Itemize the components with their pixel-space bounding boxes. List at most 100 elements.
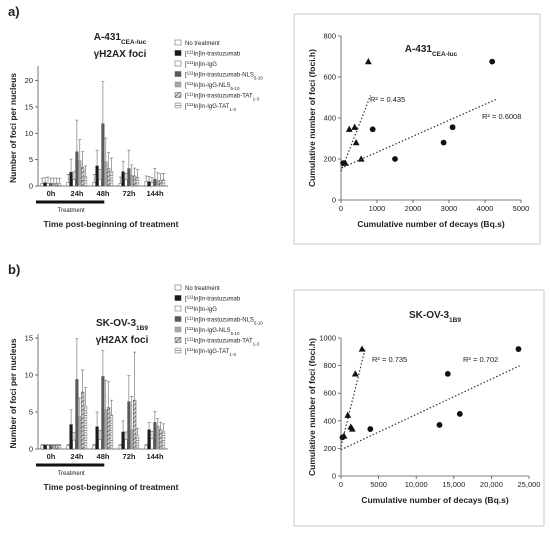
chart-a-bar-legend-prefix: [ (185, 83, 187, 89)
chart-b-bar-ytick-label: 5 (29, 408, 33, 417)
chart-a-scatter-xtick-label: 1000 (369, 204, 386, 213)
chart-a-bar-legend-item: [111In]In-trastuzumab-TAT1-3 (185, 91, 260, 101)
chart-b-scatter-triangle-trendline (340, 348, 366, 447)
chart-b-scatter-x-axis-label: Cumulative number of decays (Bq.s) (361, 495, 509, 505)
chart-a-bar-bar (153, 178, 157, 187)
chart-b-bar-bar (69, 424, 73, 450)
chart-b-scatter-ytick-label: 200 (323, 444, 336, 453)
chart-a-bar-bar (43, 182, 47, 187)
chart-a-bar-legend-prefix: [ (185, 52, 187, 58)
chart-a-bar-bar (101, 123, 105, 187)
chart-b-bar-ytick-label: 15 (25, 334, 33, 343)
chart-a-scatter-triangle-trendline (340, 95, 372, 172)
chart-a-scatter-triangle-point (357, 155, 365, 162)
chart-b-bar-legend-sub: 1-3 (229, 352, 236, 357)
chart-a-bar-bar (135, 177, 140, 187)
chart-b-bar-bar (130, 429, 134, 450)
chart-b-scatter-triangle-point (358, 345, 366, 352)
chart-b-scatter-r2-triangle: R² = 0.735 (372, 355, 407, 364)
chart-a-scatter-triangle-point (352, 139, 360, 146)
chart-b-bar-legend-swatch (174, 295, 182, 301)
chart-b-scatter-xtick-label: 20,000 (480, 480, 503, 489)
chart-a-bar-bar (124, 179, 128, 187)
chart-a-bar-legend-swatch (174, 71, 182, 77)
chart-a-scatter-triangle-point (345, 125, 353, 132)
chart-a-scatter-y-axis-label: Cumulative number of foci (foci.h) (307, 49, 317, 187)
chart-b-bar-bar (135, 435, 140, 450)
chart-a-scatter-frame (293, 13, 541, 245)
chart-a-bar-category-label: 144h (146, 189, 164, 198)
chart-a-bar-legend-item: [111In]In-IgG (185, 60, 217, 69)
chart-b-scatter-circle-point (515, 346, 522, 352)
chart-b-bar-bar (66, 445, 70, 450)
chart-b-scatter-triangle-point (344, 411, 352, 418)
chart-a-bar-legend-name: In]In-trastuzumab-NLS (194, 73, 254, 79)
chart-a-bar-legend-sub: 5-10 (254, 75, 264, 80)
chart-a-scatter-xtick-label: 3000 (441, 204, 458, 213)
chart-a-bar-bar (57, 183, 62, 187)
chart-a-scatter-circle-point (449, 124, 456, 131)
chart-a-bar-bar (104, 161, 108, 187)
chart-a-scatter-r2-circle: R² = 0.6008 (482, 112, 521, 121)
chart-b-bar-bar (147, 429, 151, 450)
chart-a-bar-legend-sub: 1-3 (253, 96, 260, 101)
chart-b-bar-bar (159, 429, 163, 450)
chart-a-bar-legend-item: [111In]In-trastuzumab (185, 49, 241, 58)
chart-a-scatter-circle-point (489, 58, 496, 65)
chart-b-scatter-xtick-label: 5000 (370, 480, 387, 489)
chart-b-bar-legend-name: In]In-trastuzumab (194, 297, 241, 303)
chart-b-bar-legend-item: [111In]In-IgG (185, 305, 217, 314)
chart-a-bar-bar (133, 175, 137, 187)
chart-a-bar-legend-swatch (174, 39, 182, 46)
chart-b-bar-legend-sup: 111 (187, 305, 194, 310)
chart-a-bar-legend-sup: 111 (187, 81, 194, 86)
chart-a-bar-bar (130, 175, 134, 187)
chart-b-bar-bar (109, 414, 114, 450)
chart-a-scatter-ytick-label: 600 (323, 73, 336, 82)
chart-b-bar-treatment-label: Treatment (58, 471, 85, 477)
chart-a-bar-legend-item: [111In]In-IgG-TAT1-3 (185, 102, 236, 112)
chart-b-bar-bar (49, 445, 53, 450)
chart-a-bar-legend-prefix: [ (185, 62, 187, 68)
chart-b-scatter-xtick-label: 0 (339, 480, 343, 489)
chart-b-scatter-circle-point (367, 426, 374, 432)
chart-a-scatter-x-axis-label: Cumulative number of decays (Bq.s) (357, 219, 505, 229)
chart-a-bar-legend-sup: 111 (187, 102, 194, 107)
chart-a-bar-legend-swatch (174, 50, 182, 56)
chart-a-scatter-title-main: A-431 (405, 44, 433, 55)
chart-a-bar-legend-sub: 1-3 (229, 107, 236, 112)
chart-a-scatter-ytick-label: 0 (332, 196, 336, 205)
chart-b-bar-bar (57, 445, 62, 450)
chart-a-scatter-xtick-label: 0 (339, 204, 343, 213)
chart-b-bar-subtitle: γH2AX foci (96, 335, 149, 346)
chart-a-bar-legend-name: In]In-trastuzumab (194, 52, 241, 58)
chart-b-scatter-title-sub: 1B9 (449, 317, 461, 324)
chart-b-bar-bar (101, 376, 105, 450)
chart-a-bar-title: A-431CEA-luc (94, 32, 147, 46)
chart-b-scatter-ytick-label: 0 (332, 472, 336, 481)
chart-a-bar-bar (92, 182, 96, 187)
chart-a-bar-category-label: 0h (47, 189, 56, 198)
chart-b-bar-bar (95, 426, 99, 450)
chart-a-bar-subtitle: γH2AX foci (94, 49, 147, 60)
chart-b-bar-legend-swatch (174, 305, 182, 312)
chart-a-scatter-circle-point (392, 156, 398, 162)
chart-b-scatter-circle-point (339, 434, 346, 441)
chart-b-bar-legend-sup: 111 (187, 294, 194, 299)
chart-b-scatter-xtick-label: 15,000 (442, 480, 465, 489)
chart-b-bar-category-label: 24h (71, 452, 84, 461)
chart-b-bar-title: SK-OV-31B9 (96, 318, 148, 332)
chart-a-scatter-title: A-431CEA-luc (405, 44, 458, 58)
chart-b-bar-legend-item: [111In]In-IgG-NLS5-10 (185, 326, 240, 336)
chart-a-bar-y-axis-label: Number of foci per nucleus (8, 73, 18, 183)
chart-b-scatter-ytick-label: 1000 (319, 334, 336, 343)
chart-b-scatter-circle-point (456, 411, 463, 417)
chart-b-bar-legend-name: In]In-IgG (194, 307, 218, 313)
chart-a-bar-bar (109, 170, 114, 187)
chart-a-bar-category-label: 72h (123, 189, 136, 198)
chart-b-bar-bar (55, 445, 59, 450)
chart-a-bar-bar (95, 165, 99, 187)
chart-a-bar-legend-name: In]In-IgG-TAT (194, 104, 230, 110)
chart-b-bar-legend-item: [111In]In-IgG-TAT1-3 (185, 347, 236, 357)
